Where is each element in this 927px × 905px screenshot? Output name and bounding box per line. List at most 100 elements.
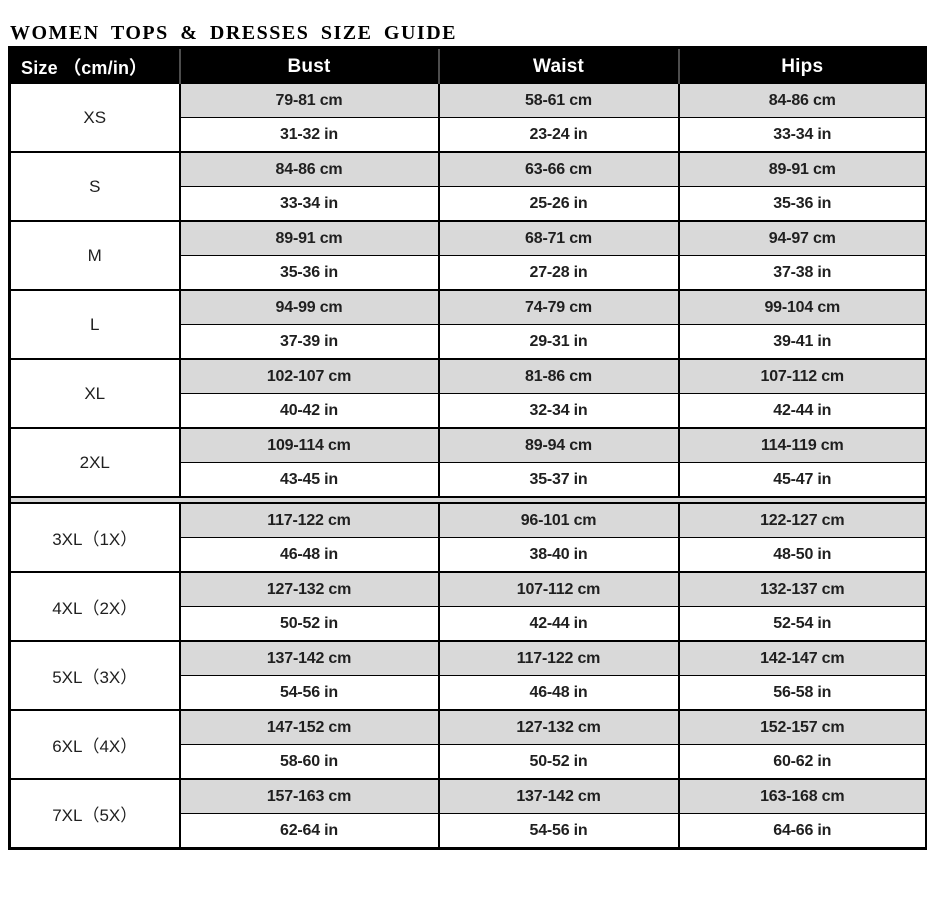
table-row: 4XL（2X） 127-132 cm 107-112 cm 132-137 cm (9, 572, 927, 641)
bust-cm-cell: 157-163 cm (178, 779, 439, 814)
waist-cm-cell: 96-101 cm (437, 503, 679, 538)
waist-in-cell: 35-37 in (437, 462, 679, 497)
table-row: XS 79-81 cm 58-61 cm 84-86 cm (9, 84, 927, 152)
bust-in-cell: 58-60 in (178, 744, 439, 779)
bust-in-cell: 46-48 in (178, 537, 439, 572)
waist-in-cell: 27-28 in (437, 255, 679, 290)
hips-in-cell: 48-50 in (677, 537, 927, 572)
waist-in-cell: 32-34 in (437, 393, 679, 428)
table-row: 33-34 in 25-26 in 35-36 in (10, 186, 927, 221)
divider-row (9, 496, 927, 504)
hips-cm-cell: 114-119 cm (677, 428, 927, 463)
bust-cm-cell: 109-114 cm (178, 428, 439, 463)
table-row: 37-39 in 29-31 in 39-41 in (10, 324, 927, 359)
hips-in-cell: 52-54 in (677, 606, 927, 641)
bust-in-cell: 54-56 in (178, 675, 439, 710)
hips-in-cell: 64-66 in (677, 813, 927, 849)
waist-in-cell: 29-31 in (437, 324, 679, 359)
size-label: 5XL（3X） (9, 641, 180, 710)
waist-cm-cell: 63-66 cm (437, 152, 679, 187)
hips-in-cell: 56-58 in (677, 675, 927, 710)
waist-in-cell: 23-24 in (437, 117, 679, 152)
size-group-s: S 84-86 cm 63-66 cm 89-91 cm 33-34 in 25… (9, 152, 927, 221)
hips-cm-cell: 99-104 cm (677, 290, 927, 325)
hips-cm-cell: 163-168 cm (677, 779, 927, 814)
waist-in-cell: 54-56 in (437, 813, 679, 849)
bust-in-cell: 40-42 in (178, 393, 439, 428)
header-row: Size （cm/in） Bust Waist Hips (9, 47, 927, 84)
table-row: 35-36 in 27-28 in 37-38 in (10, 255, 927, 290)
table-row: 46-48 in 38-40 in 48-50 in (10, 537, 927, 572)
bust-cm-cell: 102-107 cm (178, 359, 439, 394)
hips-in-cell: 60-62 in (677, 744, 927, 779)
waist-cm-cell: 137-142 cm (437, 779, 679, 814)
waist-in-cell: 50-52 in (437, 744, 679, 779)
size-label: 4XL（2X） (9, 572, 180, 641)
size-group-xs: XS 79-81 cm 58-61 cm 84-86 cm 31-32 in 2… (9, 84, 927, 152)
size-label: 7XL（5X） (9, 779, 180, 849)
size-group-5xl: 5XL（3X） 137-142 cm 117-122 cm 142-147 cm… (9, 641, 927, 710)
bust-in-cell: 43-45 in (178, 462, 439, 497)
hips-in-cell: 42-44 in (677, 393, 927, 428)
size-label: 6XL（4X） (9, 710, 180, 779)
size-label: 3XL（1X） (9, 503, 180, 572)
hips-in-cell: 33-34 in (677, 117, 927, 152)
hips-cm-cell: 142-147 cm (677, 641, 927, 676)
size-label: XL (9, 359, 180, 428)
divider-band (9, 496, 927, 504)
table-row: 5XL（3X） 137-142 cm 117-122 cm 142-147 cm (9, 641, 927, 710)
table-row: M 89-91 cm 68-71 cm 94-97 cm (9, 221, 927, 290)
waist-in-cell: 38-40 in (437, 537, 679, 572)
size-group-2xl: 2XL 109-114 cm 89-94 cm 114-119 cm 43-45… (9, 428, 927, 497)
hips-cm-cell: 89-91 cm (677, 152, 927, 187)
bust-in-cell: 37-39 in (178, 324, 439, 359)
waist-cm-cell: 89-94 cm (437, 428, 679, 463)
waist-cm-cell: 74-79 cm (437, 290, 679, 325)
bust-cm-cell: 89-91 cm (178, 221, 439, 256)
size-group-l: L 94-99 cm 74-79 cm 99-104 cm 37-39 in 2… (9, 290, 927, 359)
table-row: XL 102-107 cm 81-86 cm 107-112 cm (9, 359, 927, 428)
bust-in-cell: 62-64 in (178, 813, 439, 849)
waist-in-cell: 25-26 in (437, 186, 679, 221)
size-group-xl: XL 102-107 cm 81-86 cm 107-112 cm 40-42 … (9, 359, 927, 428)
waist-cm-cell: 117-122 cm (437, 641, 679, 676)
size-group-4xl: 4XL（2X） 127-132 cm 107-112 cm 132-137 cm… (9, 572, 927, 641)
hips-cm-cell: 152-157 cm (677, 710, 927, 745)
table-row: 2XL 109-114 cm 89-94 cm 114-119 cm (9, 428, 927, 497)
bust-in-cell: 50-52 in (178, 606, 439, 641)
waist-cm-cell: 81-86 cm (437, 359, 679, 394)
header-size: Size （cm/in） (9, 47, 180, 84)
table-row: 3XL（1X） 117-122 cm 96-101 cm 122-127 cm (9, 503, 927, 572)
size-label: 2XL (9, 428, 180, 497)
waist-cm-cell: 68-71 cm (437, 221, 679, 256)
bust-cm-cell: 94-99 cm (178, 290, 439, 325)
bust-cm-cell: 127-132 cm (178, 572, 439, 607)
size-label: L (9, 290, 180, 359)
bust-cm-cell: 84-86 cm (178, 152, 439, 187)
bust-cm-cell: 147-152 cm (178, 710, 439, 745)
size-guide-table: Size （cm/in） Bust Waist Hips XS 79-81 cm… (8, 46, 927, 850)
waist-cm-cell: 107-112 cm (437, 572, 679, 607)
size-group-m: M 89-91 cm 68-71 cm 94-97 cm 35-36 in 27… (9, 221, 927, 290)
size-group-7xl: 7XL（5X） 157-163 cm 137-142 cm 163-168 cm… (9, 779, 927, 849)
table-row: 58-60 in 50-52 in 60-62 in (10, 744, 927, 779)
page-title: WOMEN TOPS & DRESSES SIZE GUIDE (10, 22, 457, 44)
hips-in-cell: 37-38 in (677, 255, 927, 290)
table-header: Size （cm/in） Bust Waist Hips (9, 47, 927, 84)
bust-cm-cell: 117-122 cm (178, 503, 439, 538)
waist-in-cell: 42-44 in (437, 606, 679, 641)
bust-in-cell: 35-36 in (178, 255, 439, 290)
table-row: 43-45 in 35-37 in 45-47 in (10, 462, 927, 497)
header-hips: Hips (677, 47, 927, 84)
size-label: M (9, 221, 180, 290)
hips-in-cell: 45-47 in (677, 462, 927, 497)
hips-cm-cell: 132-137 cm (677, 572, 927, 607)
table-row: 54-56 in 46-48 in 56-58 in (10, 675, 927, 710)
size-group-6xl: 6XL（4X） 147-152 cm 127-132 cm 152-157 cm… (9, 710, 927, 779)
hips-cm-cell: 107-112 cm (677, 359, 927, 394)
hips-cm-cell: 84-86 cm (677, 84, 927, 118)
table-row: 62-64 in 54-56 in 64-66 in (10, 813, 927, 849)
table-row: 40-42 in 32-34 in 42-44 in (10, 393, 927, 428)
header-bust: Bust (178, 47, 439, 84)
section-divider (9, 496, 927, 504)
